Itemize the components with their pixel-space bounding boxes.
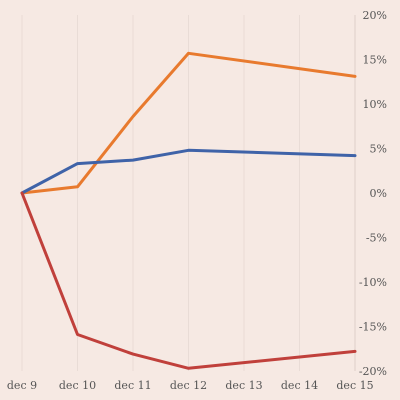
series-line-2	[20, 148, 357, 195]
x-tick-label: dec 15	[336, 379, 373, 392]
y-tick-label: -15%	[359, 321, 387, 334]
y-tick-label: 5%	[370, 143, 387, 156]
series-line-3	[20, 191, 357, 370]
y-tick-label: -10%	[359, 276, 387, 289]
y-tick-label: 20%	[363, 9, 387, 22]
series-line-1	[20, 51, 357, 195]
grid-layer	[21, 15, 300, 371]
y-tick-label: 0%	[370, 187, 387, 200]
y-tick-label: -20%	[359, 365, 387, 378]
x-tick-label: dec 11	[114, 379, 151, 392]
x-tick-label: dec 9	[7, 379, 37, 392]
series-layer	[20, 51, 357, 370]
x-tick-label: dec 12	[170, 379, 207, 392]
x-tick-label: dec 13	[225, 379, 262, 392]
y-tick-label: 15%	[363, 54, 387, 67]
x-tick-label: dec 10	[59, 379, 96, 392]
x-tick-label: dec 14	[281, 379, 318, 392]
y-tick-label: 10%	[363, 98, 387, 111]
y-tick-label: -5%	[366, 232, 387, 245]
label-layer: 20% 15% 10% 5% 0% -5% -10% -15% -20% dec 9 dec 10 d…	[7, 9, 387, 392]
